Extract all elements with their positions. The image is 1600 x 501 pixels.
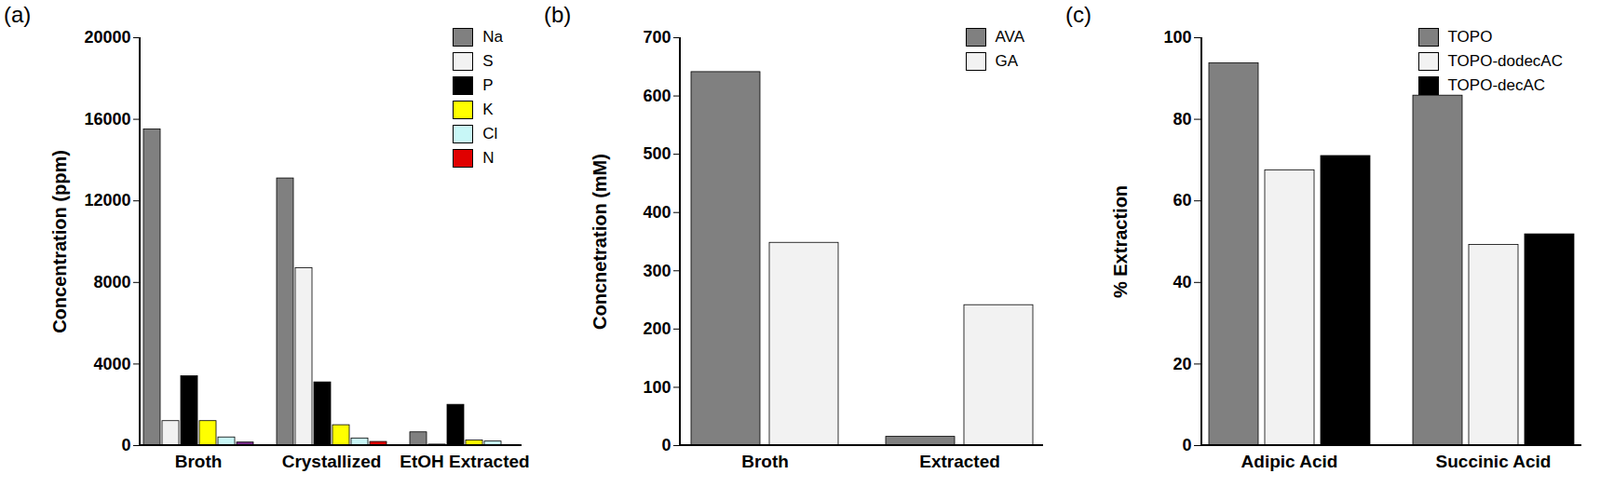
svg-text:8000: 8000: [93, 272, 131, 292]
svg-text:40: 40: [1172, 272, 1192, 292]
svg-text:100: 100: [1163, 27, 1192, 47]
html-text:N: N: [482, 149, 495, 167]
svg-text:0: 0: [1181, 435, 1192, 455]
svg-text:Extracted: Extracted: [919, 451, 1001, 472]
svg-text:% Extraction: % Extraction: [1110, 185, 1131, 299]
svg-text:16000: 16000: [83, 109, 131, 129]
svg-text:Concentration (ppm): Concentration (ppm): [49, 149, 70, 334]
html-text:S: S: [482, 52, 494, 70]
html-text:(a): (a): [3, 1, 32, 28]
svg-text:80: 80: [1172, 109, 1192, 129]
svg-text:20: 20: [1172, 354, 1192, 374]
svg-text:Broth: Broth: [175, 451, 223, 472]
html-text:Na: Na: [482, 27, 503, 46]
svg-text:100: 100: [642, 378, 671, 397]
svg-text:Concnetration (mM): Concnetration (mM): [589, 153, 611, 330]
html-text:TOPO-decAC: TOPO-decAC: [1447, 76, 1546, 95]
html-text:Cl: Cl: [482, 124, 498, 143]
svg-text:400: 400: [642, 203, 671, 222]
svg-text:Broth: Broth: [741, 451, 789, 472]
svg-text:12000: 12000: [83, 190, 131, 210]
html-text:GA: GA: [995, 52, 1019, 70]
svg-text:200: 200: [642, 319, 671, 339]
html-text:P: P: [482, 76, 494, 95]
svg-text:Crystallized: Crystallized: [282, 451, 382, 472]
svg-text:600: 600: [642, 86, 671, 106]
svg-text:500: 500: [642, 144, 671, 163]
svg-text:300: 300: [642, 261, 671, 281]
html-text:(c): (c): [1065, 1, 1092, 28]
svg-text:EtOH Extracted: EtOH Extracted: [399, 451, 529, 472]
svg-text:4000: 4000: [93, 354, 131, 374]
svg-text:0: 0: [661, 435, 671, 455]
svg-text:0: 0: [121, 435, 131, 455]
html-text:K: K: [482, 100, 494, 119]
svg-text:20000: 20000: [83, 27, 131, 47]
svg-text:Succinic Acid: Succinic Acid: [1436, 451, 1552, 472]
svg-text:700: 700: [642, 27, 671, 47]
svg-text:Adipic Acid: Adipic Acid: [1241, 451, 1339, 472]
html-text:TOPO: TOPO: [1447, 27, 1493, 46]
html-text:TOPO-dodecAC: TOPO-dodecAC: [1447, 52, 1563, 70]
svg-text:60: 60: [1172, 190, 1192, 210]
html-text:AVA: AVA: [995, 27, 1025, 46]
html-text:(b): (b): [543, 1, 572, 28]
